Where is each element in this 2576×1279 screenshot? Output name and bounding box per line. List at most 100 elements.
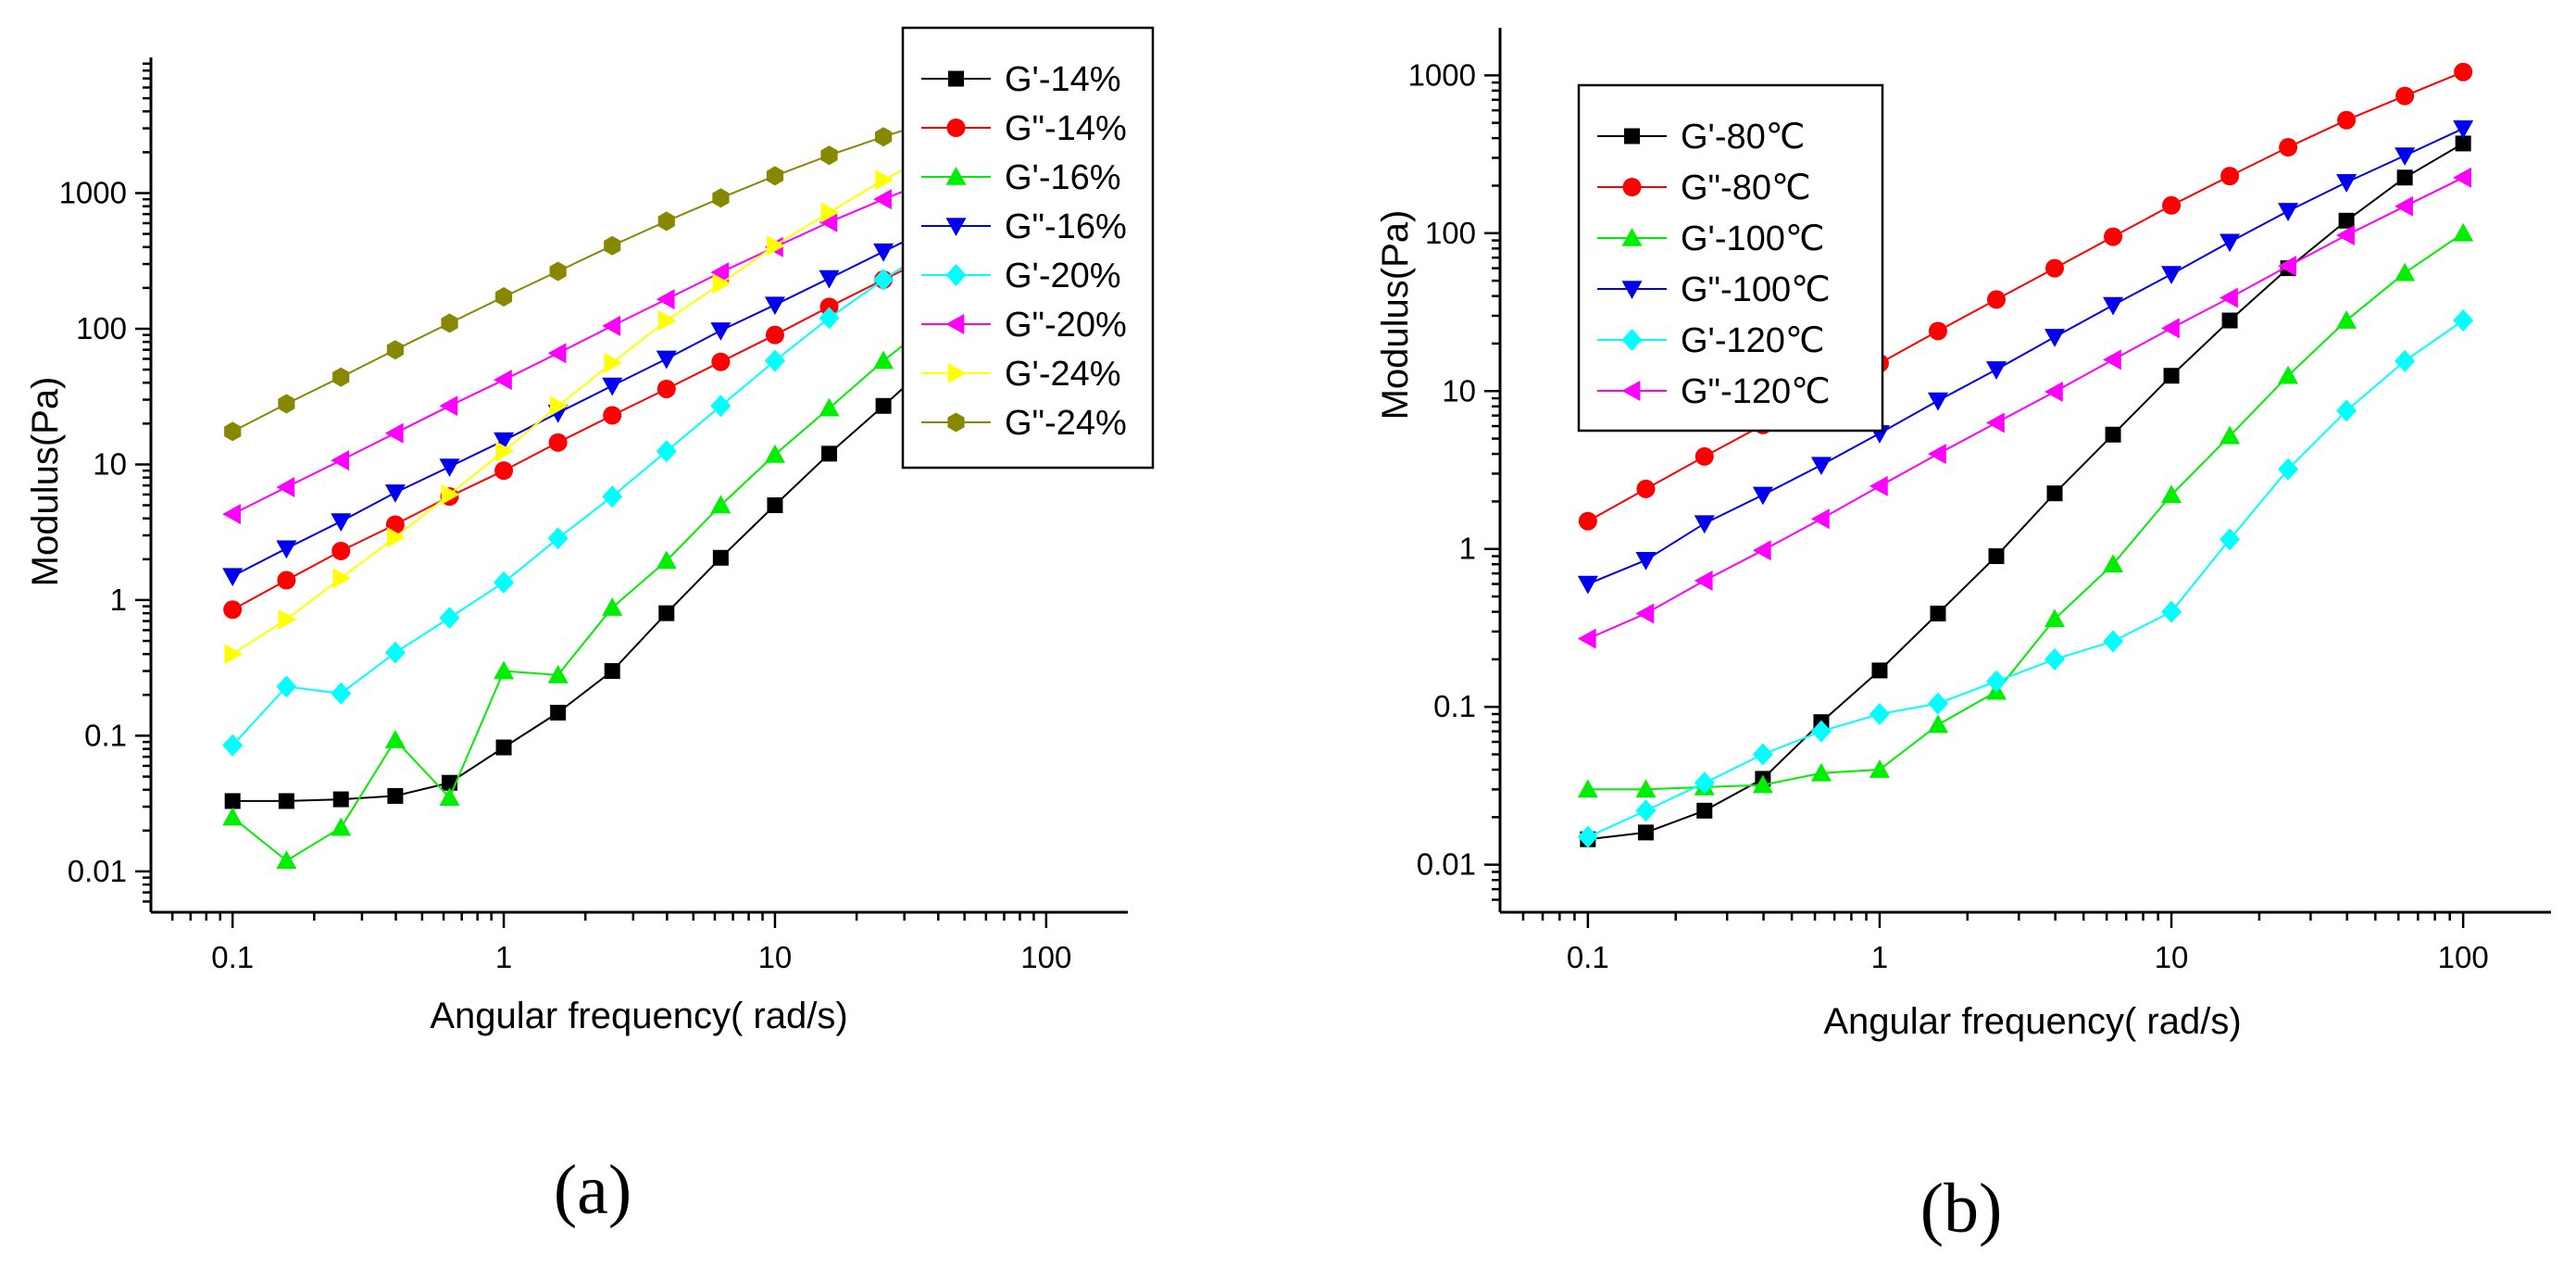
data-point — [1988, 548, 2005, 565]
data-point — [547, 527, 569, 550]
data-point — [658, 605, 675, 621]
data-point — [224, 644, 244, 665]
legend-entry: G"-16% — [1005, 207, 1127, 246]
data-point — [873, 350, 894, 370]
data-point — [1696, 802, 1713, 819]
data-point — [2279, 138, 2298, 157]
legend-marker — [1621, 281, 1643, 299]
legend-marker — [945, 264, 967, 286]
data-point — [494, 432, 515, 451]
data-point — [710, 395, 732, 418]
data-point — [602, 485, 623, 508]
data-point — [2395, 349, 2416, 372]
data-point — [384, 730, 406, 748]
data-point — [710, 322, 732, 341]
data-point — [820, 202, 840, 223]
data-point — [656, 350, 677, 370]
data-point — [1927, 714, 1948, 734]
data-point — [2337, 110, 2357, 130]
data-point — [1869, 759, 1890, 778]
data-point — [602, 377, 623, 396]
x-tick-label: 10 — [758, 940, 793, 974]
legend-box — [901, 26, 1155, 470]
legend-entry: G"-24% — [1005, 404, 1127, 443]
data-point — [1869, 703, 1890, 726]
data-point — [276, 850, 297, 870]
data-point — [1694, 570, 1713, 591]
legend-entry: G'-16% — [1005, 158, 1121, 197]
data-point — [2336, 399, 2357, 422]
data-point — [1635, 799, 1657, 822]
data-point — [387, 527, 406, 548]
data-point — [332, 367, 350, 387]
data-point — [224, 793, 241, 809]
legend-marker — [945, 167, 967, 185]
data-point — [602, 315, 621, 336]
legend-entry: G'-14% — [1005, 60, 1121, 99]
data-point — [2336, 174, 2357, 193]
x-tick-label: 1 — [495, 940, 512, 974]
data-point — [711, 352, 731, 371]
data-point — [2045, 382, 2063, 403]
data-point — [2161, 266, 2182, 285]
x-tick-label: 100 — [1020, 940, 1071, 974]
data-point — [1635, 551, 1657, 571]
legend-marker — [1621, 381, 1641, 401]
y-axis-label: Modulus(Pa) — [1375, 210, 1416, 420]
legend-entry: G'-100℃ — [1681, 219, 1825, 258]
data-point — [821, 445, 838, 462]
series-G'-120℃ — [1577, 309, 2474, 848]
data-point — [2045, 608, 2066, 628]
data-point — [2045, 329, 2066, 347]
data-point — [820, 145, 838, 166]
data-point — [2103, 630, 2124, 653]
data-point — [767, 497, 783, 514]
data-point — [767, 235, 785, 257]
data-point — [764, 296, 785, 316]
data-point — [549, 261, 567, 282]
data-point — [223, 600, 243, 620]
data-point — [2220, 233, 2241, 253]
data-point — [1635, 779, 1657, 798]
data-point — [2220, 528, 2241, 551]
data-point — [1869, 475, 1888, 496]
data-point — [1927, 392, 1948, 411]
data-point — [1985, 361, 2007, 380]
series-line — [1587, 176, 2464, 640]
data-point — [547, 343, 567, 364]
data-point — [2220, 167, 2240, 186]
data-point — [1636, 479, 1656, 498]
data-point — [1577, 575, 1598, 595]
data-point — [2453, 222, 2474, 242]
x-tick-label: 100 — [2438, 940, 2489, 974]
legend-entry: G"-14% — [1005, 109, 1127, 148]
data-point — [1985, 412, 2005, 433]
legend-entry: G"-100℃ — [1681, 270, 1831, 309]
data-point — [2278, 256, 2296, 277]
x-tick-label: 0.1 — [1567, 940, 1609, 974]
legend-marker — [947, 412, 965, 433]
data-point — [1752, 486, 1773, 506]
data-point — [1752, 774, 1773, 794]
data-point — [2338, 212, 2355, 229]
legend-marker — [1621, 228, 1643, 246]
data-point — [2046, 485, 2063, 502]
data-point — [384, 422, 404, 444]
legend-marker — [947, 363, 967, 383]
data-point — [1752, 743, 1773, 766]
y-tick-label: 10 — [93, 446, 127, 481]
data-point — [276, 540, 297, 559]
data-point — [2103, 296, 2124, 316]
data-point — [2396, 169, 2413, 186]
data-point — [1577, 779, 1598, 798]
data-point — [2161, 484, 2182, 504]
data-point — [439, 607, 460, 630]
data-point — [764, 349, 785, 372]
legend-marker — [1622, 178, 1642, 196]
data-point — [1986, 290, 2006, 309]
legend-entry: G"-120℃ — [1681, 372, 1831, 411]
y-axis-label: Modulus(Pa) — [25, 377, 66, 587]
data-point — [875, 127, 893, 147]
data-point — [331, 817, 352, 836]
data-point — [2336, 310, 2357, 329]
